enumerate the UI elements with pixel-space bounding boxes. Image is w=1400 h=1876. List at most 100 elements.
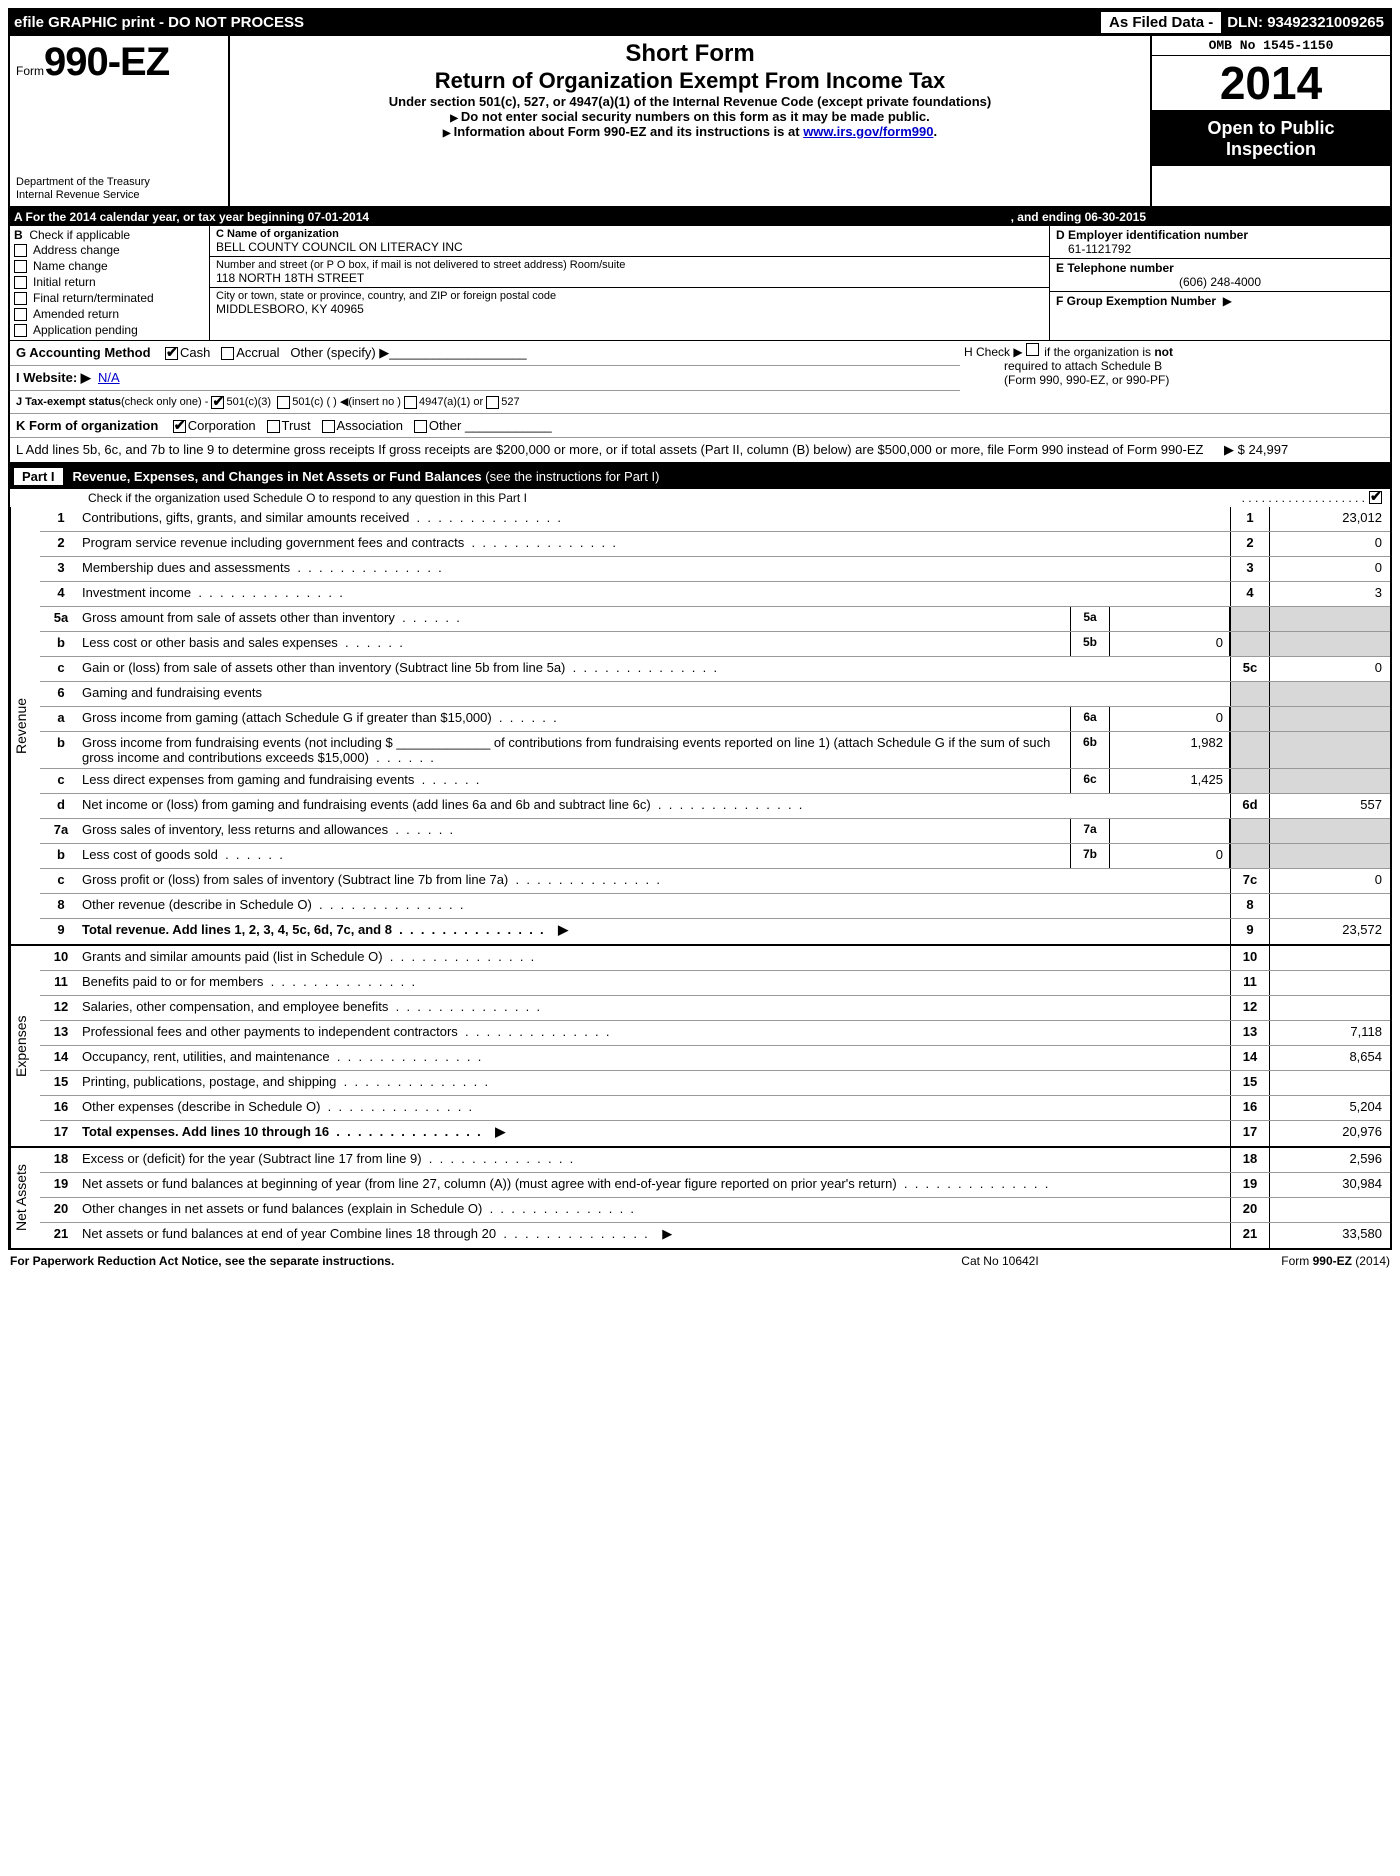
short-form-label: Short Form [238, 40, 1142, 68]
line-5a: 5a Gross amount from sale of assets othe… [40, 607, 1390, 632]
omb-number: OMB No 1545-1150 [1152, 36, 1390, 56]
line-9: 9 Total revenue. Add lines 1, 2, 3, 4, 5… [40, 919, 1390, 944]
form-footer: Form 990-EZ (2014) [1130, 1254, 1390, 1268]
line-l: L Add lines 5b, 6c, and 7b to line 9 to … [10, 438, 1390, 462]
form-note1: Do not enter social security numbers on … [238, 109, 1142, 124]
info-row-bcdef: B Check if applicable Address change Nam… [10, 226, 1390, 341]
column-de: D Employer identification number 61-1121… [1050, 226, 1390, 340]
revenue-label: Revenue [10, 507, 40, 944]
line-14: 14 Occupancy, rent, utilities, and maint… [40, 1046, 1390, 1071]
line-6: 6 Gaming and fundraising events [40, 682, 1390, 707]
form-note2: Information about Form 990-EZ and its in… [238, 124, 1142, 139]
cb-address-change[interactable] [14, 244, 27, 257]
row-a-tax-year: A For the 2014 calendar year, or tax yea… [10, 208, 1390, 226]
efile-top-bar: efile GRAPHIC print - DO NOT PROCESS As … [8, 8, 1392, 36]
header-left: Form990-EZ Department of the Treasury In… [10, 36, 230, 206]
group-exemption-label: F Group Exemption Number [1056, 294, 1216, 308]
expenses-section: Expenses 10 Grants and similar amounts p… [8, 946, 1392, 1148]
irs-link[interactable]: www.irs.gov/form990 [803, 124, 933, 139]
cb-501c3[interactable] [211, 396, 224, 409]
line-15: 15 Printing, publications, postage, and … [40, 1071, 1390, 1096]
line-5b: b Less cost or other basis and sales exp… [40, 632, 1390, 657]
line-6a: a Gross income from gaming (attach Sched… [40, 707, 1390, 732]
dept-line1: Department of the Treasury [16, 176, 150, 189]
form-header: Form990-EZ Department of the Treasury In… [8, 36, 1392, 208]
form-subtitle: Under section 501(c), 527, or 4947(a)(1)… [238, 94, 1142, 109]
form-prefix: Form [16, 64, 44, 78]
cb-527[interactable] [486, 396, 499, 409]
revenue-section: Revenue 1 Contributions, gifts, grants, … [8, 507, 1392, 946]
column-c: C Name of organization BELL COUNTY COUNC… [210, 226, 1050, 340]
cb-other-org[interactable] [414, 420, 427, 433]
line-k: K Form of organization Corporation Trust… [10, 414, 1390, 438]
header-right: OMB No 1545-1150 2014 Open to Public Ins… [1150, 36, 1390, 206]
line-4: 4 Investment income . . . . . . . . . . … [40, 582, 1390, 607]
line-8: 8 Other revenue (describe in Schedule O)… [40, 894, 1390, 919]
line-11: 11 Benefits paid to or for members . . .… [40, 971, 1390, 996]
cb-4947a1[interactable] [404, 396, 417, 409]
line-21: 21 Net assets or fund balances at end of… [40, 1223, 1390, 1248]
cb-association[interactable] [322, 420, 335, 433]
header-center: Short Form Return of Organization Exempt… [230, 36, 1150, 206]
catalog-number: Cat No 10642I [870, 1254, 1130, 1268]
line-20: 20 Other changes in net assets or fund b… [40, 1198, 1390, 1223]
line-7b: b Less cost of goods sold . . . . . . 7b… [40, 844, 1390, 869]
line-c: c Gain or (loss) from sale of assets oth… [40, 657, 1390, 682]
line-c: c Gross profit or (loss) from sales of i… [40, 869, 1390, 894]
website-link[interactable]: N/A [98, 370, 120, 385]
expenses-label: Expenses [10, 946, 40, 1146]
topbar-dln: DLN: 93492321009265 [1227, 14, 1392, 31]
line-16: 16 Other expenses (describe in Schedule … [40, 1096, 1390, 1121]
line-10: 10 Grants and similar amounts paid (list… [40, 946, 1390, 971]
line-13: 13 Professional fees and other payments … [40, 1021, 1390, 1046]
line-d: d Net income or (loss) from gaming and f… [40, 794, 1390, 819]
box-h: H Check ▶ if the organization is not req… [960, 341, 1390, 391]
org-city: MIDDLESBORO, KY 40965 [216, 302, 1043, 316]
cb-trust[interactable] [267, 420, 280, 433]
cb-accrual[interactable] [221, 347, 234, 360]
line-3: 3 Membership dues and assessments . . . … [40, 557, 1390, 582]
cb-name-change[interactable] [14, 260, 27, 273]
line-i: I Website: ▶ N/A [10, 366, 960, 391]
line-g: G Accounting Method Cash Accrual Other (… [10, 341, 960, 366]
line-1: 1 Contributions, gifts, grants, and simi… [40, 507, 1390, 532]
cb-corporation[interactable] [173, 420, 186, 433]
form-number: 990-EZ [44, 40, 169, 84]
open-public-2: Inspection [1154, 139, 1388, 160]
line-6c: c Less direct expenses from gaming and f… [40, 769, 1390, 794]
line-18: 18 Excess or (deficit) for the year (Sub… [40, 1148, 1390, 1173]
cb-501c[interactable] [277, 396, 290, 409]
open-public-1: Open to Public [1154, 118, 1388, 139]
line-j: J Tax-exempt status(check only one) - 50… [10, 391, 1390, 414]
page-footer: For Paperwork Reduction Act Notice, see … [8, 1250, 1392, 1272]
org-address: 118 NORTH 18TH STREET [216, 271, 1043, 285]
topbar-left: efile GRAPHIC print - DO NOT PROCESS [8, 14, 1101, 31]
part1-schedule-o-check: Check if the organization used Schedule … [8, 489, 1392, 507]
line-17: 17 Total expenses. Add lines 10 through … [40, 1121, 1390, 1146]
cb-schedule-o[interactable] [1369, 491, 1382, 504]
line-2: 2 Program service revenue including gove… [40, 532, 1390, 557]
topbar-mid: As Filed Data - [1101, 12, 1221, 33]
cb-application-pending[interactable] [14, 324, 27, 337]
cb-schedule-b[interactable] [1026, 343, 1039, 356]
cb-amended-return[interactable] [14, 308, 27, 321]
netassets-label: Net Assets [10, 1148, 40, 1248]
part1-header: Part I Revenue, Expenses, and Changes in… [8, 464, 1392, 489]
org-name: BELL COUNTY COUNCIL ON LITERACY INC [216, 240, 1043, 254]
tax-year: 2014 [1152, 56, 1390, 112]
cb-cash[interactable] [165, 347, 178, 360]
gross-receipts: $ 24,997 [1238, 442, 1289, 457]
row-gh: G Accounting Method Cash Accrual Other (… [10, 341, 1390, 391]
line-12: 12 Salaries, other compensation, and emp… [40, 996, 1390, 1021]
telephone: (606) 248-4000 [1056, 275, 1384, 289]
ein: 61-1121792 [1056, 242, 1384, 256]
line-6b: b Gross income from fundraising events (… [40, 732, 1390, 769]
netassets-section: Net Assets 18 Excess or (deficit) for th… [8, 1148, 1392, 1250]
dept-line2: Internal Revenue Service [16, 189, 150, 202]
line-19: 19 Net assets or fund balances at beginn… [40, 1173, 1390, 1198]
cb-initial-return[interactable] [14, 276, 27, 289]
cb-final-return[interactable] [14, 292, 27, 305]
line-7a: 7a Gross sales of inventory, less return… [40, 819, 1390, 844]
form-title: Return of Organization Exempt From Incom… [238, 68, 1142, 94]
column-b: B Check if applicable Address change Nam… [10, 226, 210, 340]
